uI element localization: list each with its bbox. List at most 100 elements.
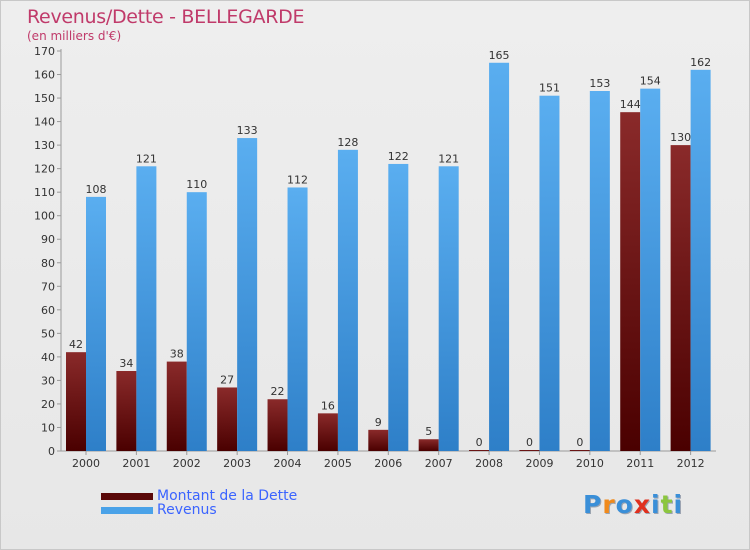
x-tick-label: 2005	[324, 457, 352, 470]
data-label-debt: 0	[526, 436, 533, 449]
data-label-revenue: 121	[438, 152, 459, 165]
bar-debt	[418, 439, 439, 451]
y-tick-label: 140	[34, 116, 55, 129]
bar-debt	[620, 112, 641, 452]
data-label-revenue: 165	[489, 49, 510, 62]
data-label-revenue: 128	[337, 136, 358, 149]
x-tick-label: 2002	[173, 457, 201, 470]
bar-debt	[267, 399, 288, 451]
data-label-debt: 130	[670, 131, 691, 144]
bar-debt	[519, 450, 540, 451]
y-tick-label: 90	[41, 233, 55, 246]
bar-debt	[217, 387, 238, 451]
bar-revenue	[438, 166, 459, 451]
logo-letter: o	[615, 490, 634, 519]
y-tick-label: 20	[41, 398, 55, 411]
legend-item-debt: Montant de la Dette	[101, 488, 297, 504]
bar-revenue	[539, 95, 560, 452]
y-tick-label: 30	[41, 374, 55, 387]
x-tick-label: 2007	[425, 457, 453, 470]
legend-swatch-debt	[101, 492, 153, 500]
bar-debt	[166, 361, 187, 451]
x-tick-label: 2004	[274, 457, 302, 470]
bar-revenue	[136, 166, 157, 451]
x-tick-label: 2000	[72, 457, 100, 470]
data-label-revenue: 112	[287, 173, 308, 186]
bar-debt	[368, 429, 389, 451]
logo-letter: i	[651, 490, 661, 519]
data-label-debt: 0	[576, 436, 583, 449]
bar-revenue	[337, 149, 358, 451]
bar-revenue	[86, 196, 106, 451]
logo-letter: t	[660, 490, 674, 519]
data-label-debt: 38	[170, 348, 184, 361]
x-tick-label: 2011	[626, 457, 654, 470]
legend-label-debt: Montant de la Dette	[157, 488, 298, 504]
data-label-debt: 27	[220, 373, 234, 386]
legend-swatch-revenue	[101, 506, 153, 514]
bar-revenue	[287, 187, 308, 451]
y-tick-label: 60	[41, 304, 55, 317]
y-tick-label: 40	[41, 351, 55, 364]
legend-label-revenue: Revenus	[157, 502, 217, 518]
data-label-debt: 16	[321, 399, 335, 412]
y-tick-label: 50	[41, 327, 55, 340]
data-label-debt: 0	[476, 436, 483, 449]
y-tick-label: 160	[34, 69, 55, 82]
data-label-debt: 144	[620, 98, 641, 111]
legend-item-revenue: Revenus	[101, 502, 217, 518]
bar-revenue	[489, 62, 510, 451]
x-tick-label: 2012	[677, 457, 705, 470]
x-tick-label: 2008	[475, 457, 503, 470]
chart-title: Revenus/Dette - BELLEGARDE	[27, 6, 305, 28]
bar-revenue	[186, 192, 207, 452]
bar-revenue	[690, 69, 711, 451]
data-label-debt: 9	[375, 416, 382, 429]
y-tick-label: 80	[41, 257, 55, 270]
data-label-revenue: 122	[388, 150, 409, 163]
data-label-revenue: 110	[186, 178, 207, 191]
y-tick-label: 120	[34, 163, 55, 176]
bar-revenue	[640, 88, 661, 451]
bar-debt	[317, 413, 338, 451]
y-tick-label: 10	[41, 421, 55, 434]
data-label-revenue: 108	[86, 183, 107, 196]
x-tick-label: 2010	[576, 457, 604, 470]
proxiti-logo: Proxiti	[583, 490, 683, 519]
y-tick-label: 110	[34, 186, 55, 199]
bar-revenue	[589, 91, 610, 451]
bar-revenue	[237, 138, 258, 451]
bar-debt	[66, 352, 86, 451]
data-label-revenue: 153	[589, 77, 610, 90]
bar-revenue	[388, 163, 409, 452]
data-label-revenue: 151	[539, 82, 560, 95]
data-label-debt: 42	[69, 338, 83, 351]
y-tick-label: 170	[34, 45, 55, 58]
y-tick-label: 70	[41, 280, 55, 293]
logo-letter: r	[602, 490, 616, 519]
data-label-debt: 5	[425, 425, 432, 438]
y-tick-label: 130	[34, 139, 55, 152]
y-tick-label: 0	[48, 445, 55, 458]
bar-debt	[670, 145, 691, 451]
logo-letter: x	[633, 490, 651, 519]
data-label-revenue: 121	[136, 152, 157, 165]
x-tick-label: 2009	[525, 457, 553, 470]
data-label-revenue: 154	[640, 75, 661, 88]
data-label-revenue: 162	[690, 56, 711, 69]
data-label-debt: 22	[271, 385, 285, 398]
bar-debt	[469, 450, 490, 451]
bar-debt	[569, 450, 590, 451]
bar-debt	[116, 371, 137, 451]
data-label-debt: 34	[119, 357, 133, 370]
y-tick-label: 150	[34, 92, 55, 105]
x-tick-label: 2001	[122, 457, 150, 470]
y-tick-label: 100	[34, 210, 55, 223]
x-tick-label: 2003	[223, 457, 251, 470]
logo-letter: i	[673, 490, 684, 519]
data-label-revenue: 133	[237, 124, 258, 137]
x-tick-label: 2006	[374, 457, 402, 470]
logo-letter: P	[583, 490, 603, 519]
